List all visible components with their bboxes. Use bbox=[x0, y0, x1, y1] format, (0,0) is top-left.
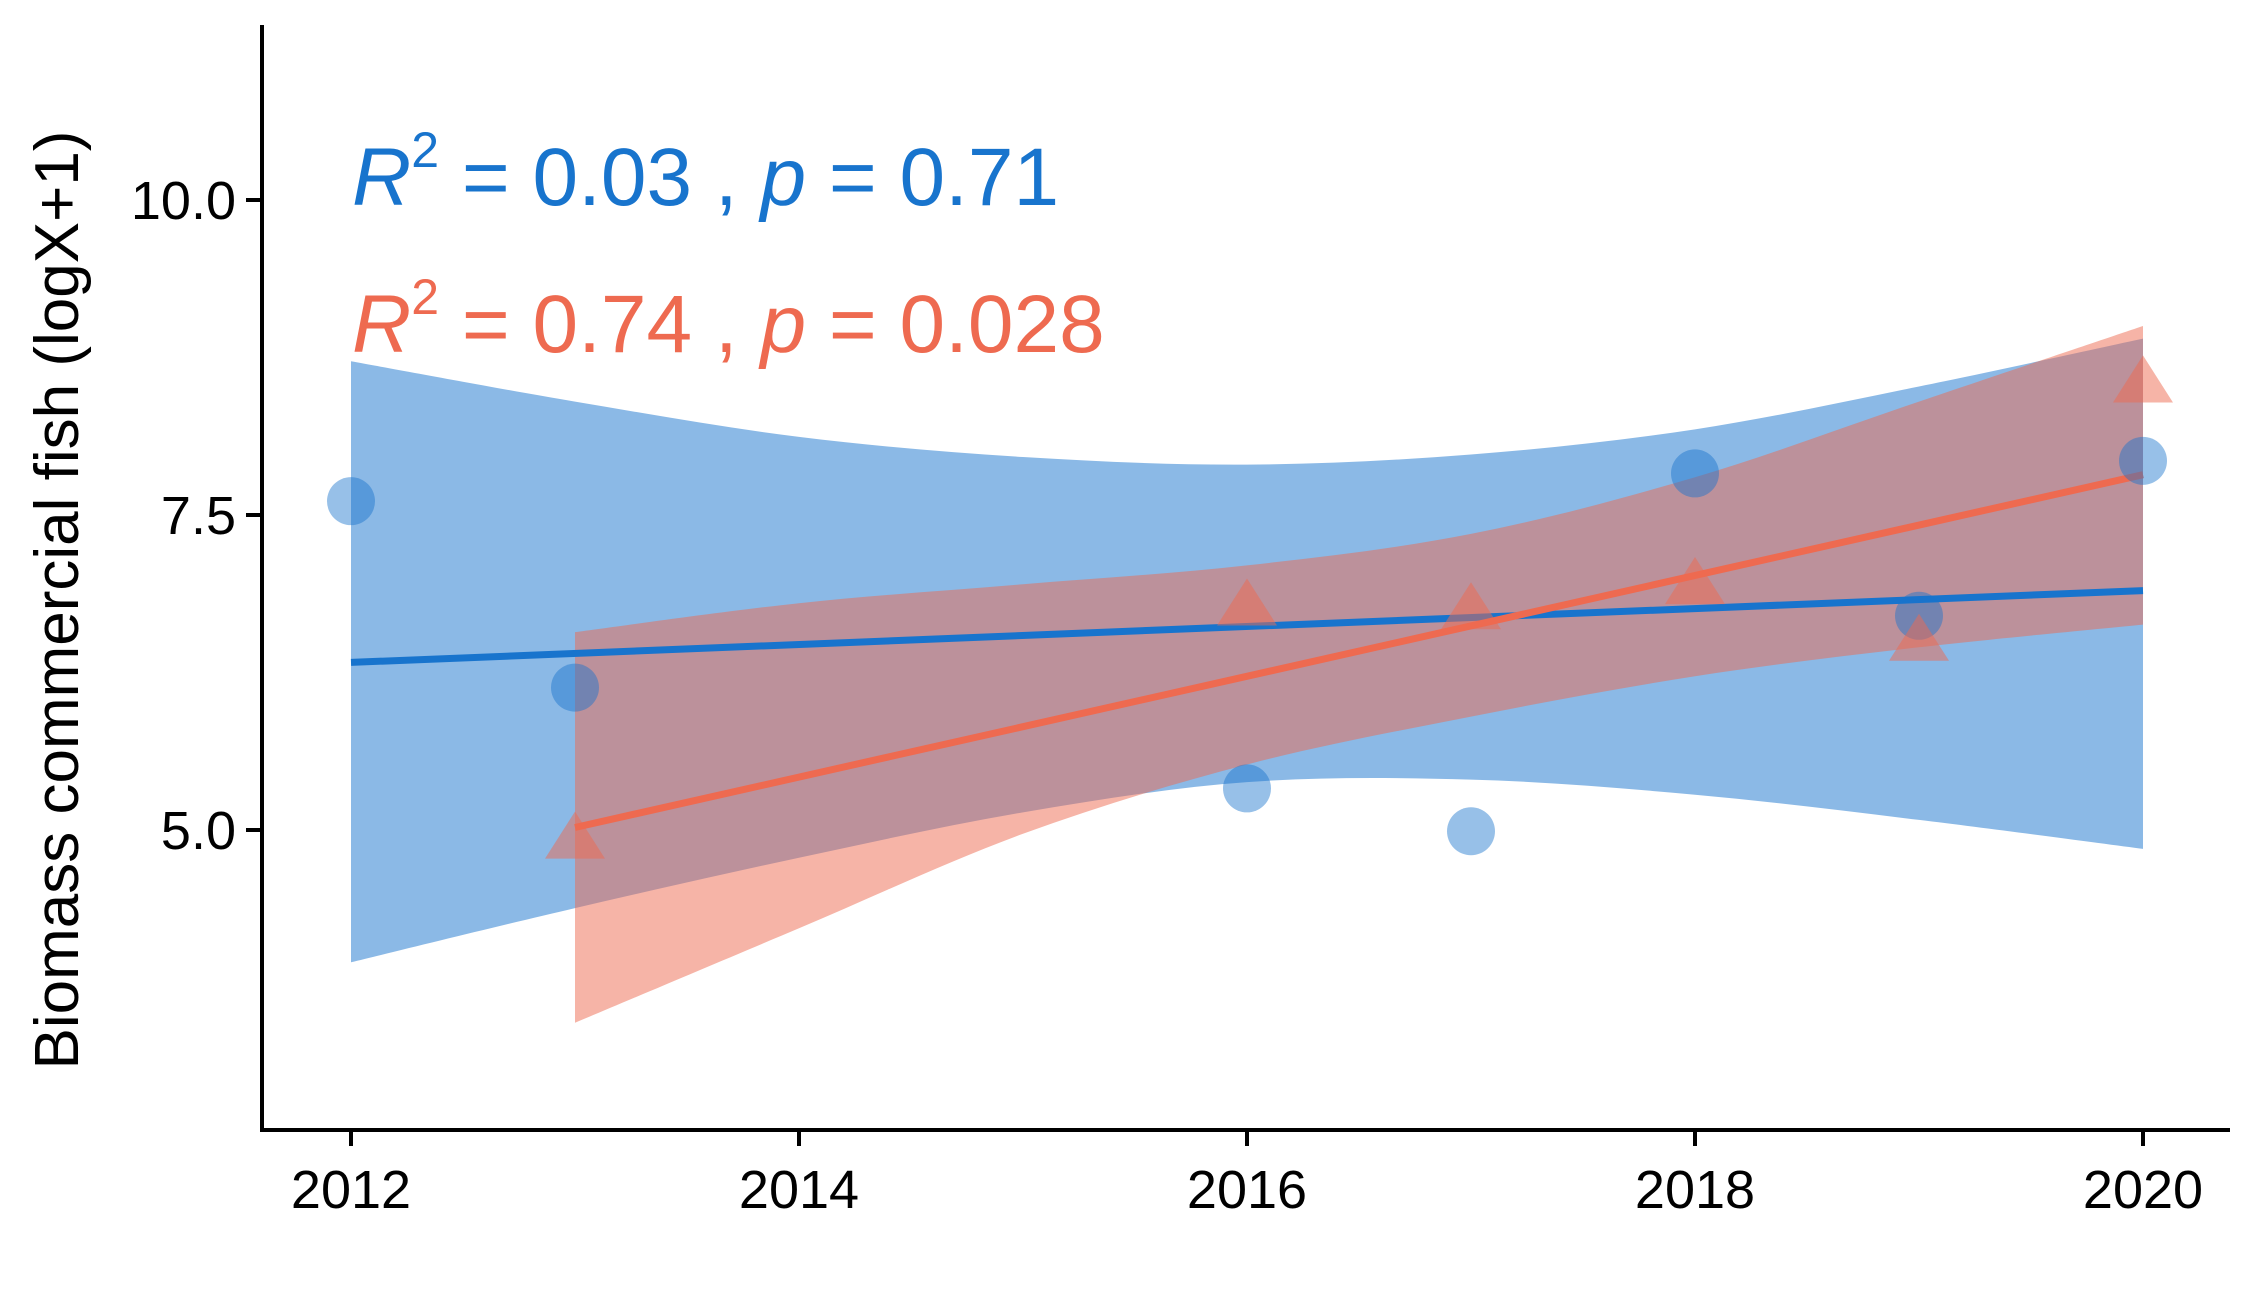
data-points bbox=[327, 355, 2173, 859]
stat-label-red: R2 = 0.74 , p = 0.028 bbox=[352, 269, 1105, 370]
y-tick-label: 7.5 bbox=[161, 486, 236, 546]
point-circle bbox=[327, 477, 375, 526]
point-circle bbox=[1671, 449, 1719, 498]
point-triangle bbox=[1665, 557, 1725, 605]
point-triangle bbox=[2113, 355, 2173, 403]
point-triangle bbox=[1441, 582, 1501, 630]
point-triangle bbox=[1889, 613, 1949, 661]
x-tick-label: 2016 bbox=[1187, 1160, 1307, 1220]
stat-labels: R2 = 0.03 , p = 0.71 R2 = 0.74 , p = 0.0… bbox=[352, 122, 1105, 370]
x-tick-label: 2012 bbox=[291, 1160, 411, 1220]
x-tick-label: 2020 bbox=[2083, 1160, 2203, 1220]
point-circle bbox=[1447, 807, 1495, 856]
confidence-band-2 bbox=[575, 326, 2143, 1023]
point-triangle bbox=[1217, 578, 1277, 626]
point-circle bbox=[551, 663, 599, 712]
y-axis-title: Biomass commercial fish (logX+1) bbox=[23, 131, 92, 1070]
regression-lines bbox=[350, 471, 2144, 831]
point-circle bbox=[2119, 436, 2167, 485]
y-tick-label: 5.0 bbox=[161, 801, 236, 861]
x-tick-label: 2018 bbox=[1635, 1160, 1755, 1220]
regression-line-1 bbox=[350, 587, 2144, 666]
point-triangle bbox=[545, 811, 605, 859]
regression-line-2 bbox=[574, 471, 2144, 831]
ticks: 2012 2014 2016 2018 2020 5.0 7.5 10.0 bbox=[131, 171, 2203, 1220]
point-circle bbox=[1223, 764, 1271, 813]
stat-label-blue: R2 = 0.03 , p = 0.71 bbox=[352, 122, 1059, 223]
x-tick-label: 2014 bbox=[739, 1160, 859, 1220]
y-tick-label: 10.0 bbox=[131, 171, 236, 231]
confidence-bands bbox=[351, 326, 2143, 1023]
